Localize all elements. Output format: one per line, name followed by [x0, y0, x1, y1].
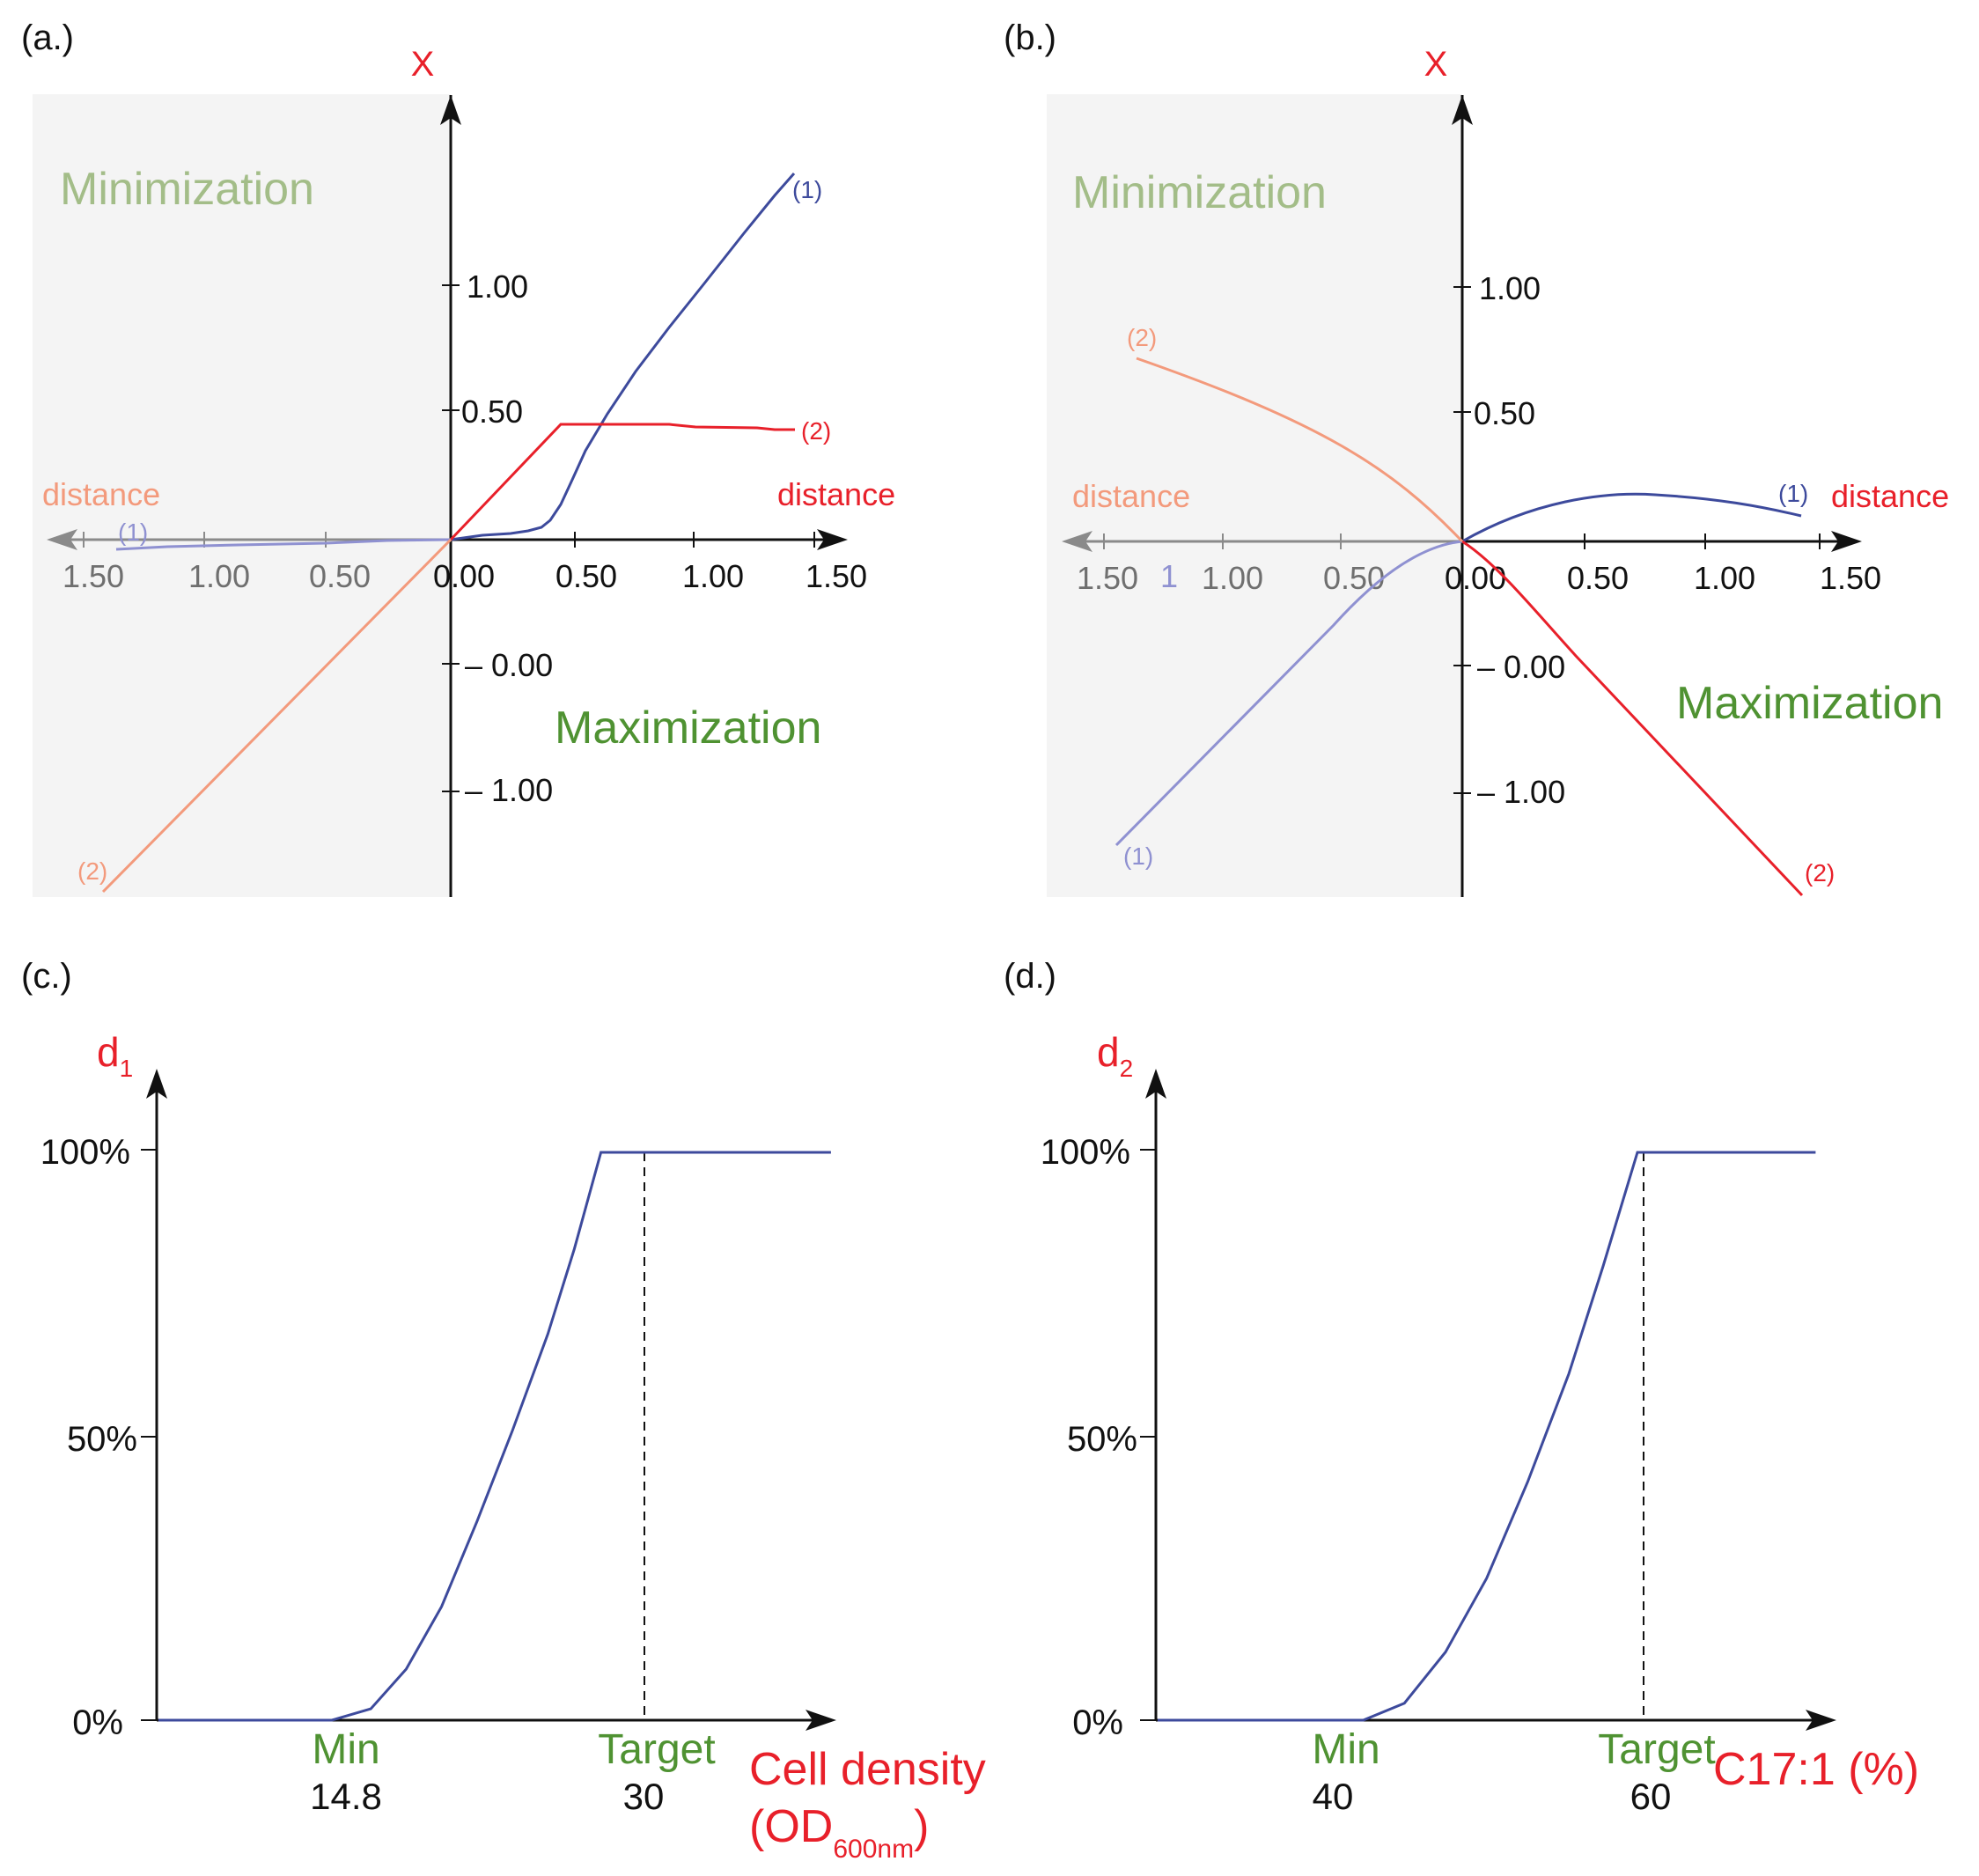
minimization-region — [1047, 94, 1462, 897]
series-1-right — [450, 173, 796, 541]
y-axis-arrow — [1145, 1069, 1166, 1099]
x-axis-right-arrow — [1831, 531, 1862, 552]
x-tick-label: 0.50 — [309, 558, 371, 594]
maximization-label: Maximization — [555, 703, 821, 754]
series-1-left — [1115, 540, 1463, 847]
series-2-left — [101, 538, 452, 894]
series-2-right — [449, 423, 795, 541]
stray-label: 1 — [1160, 558, 1178, 594]
series-2-left — [1136, 357, 1464, 543]
minimization-region — [33, 94, 451, 897]
x-tick-label: 1.50 — [1820, 560, 1881, 596]
y-tick-label: 100% — [40, 1133, 130, 1172]
x-tick-label: 0.50 — [1323, 560, 1385, 596]
y-tick-label: 0% — [1072, 1703, 1123, 1742]
panel-b: (b.) X Minimization Maximization distanc… — [1004, 18, 1949, 897]
y-tick-label: 1.00 — [1479, 270, 1541, 306]
x-tick-label: 1.00 — [188, 558, 250, 594]
x-axis-label-unit: (OD600nm) — [749, 1801, 929, 1864]
y-axis-arrow — [1452, 95, 1473, 125]
maximization-label: Maximization — [1676, 678, 1943, 729]
x-axis-right-arrow — [817, 529, 848, 550]
y-axis-label: X — [1424, 45, 1448, 84]
panel-label: (b.) — [1004, 18, 1056, 57]
panel-c: (c.) d1 100% 50% 0% Min 14.8 Target 30 C… — [21, 957, 986, 1864]
series-1-left — [115, 538, 452, 551]
x-axis-label: Cell density — [749, 1744, 986, 1795]
y-tick-label: 50% — [1067, 1420, 1137, 1459]
y-tick-label: 100% — [1041, 1133, 1130, 1172]
y-tick-label: – 0.00 — [1477, 649, 1565, 685]
distance-left-label: distance — [1072, 478, 1190, 514]
y-axis-arrow — [440, 95, 461, 125]
minimization-label: Minimization — [1072, 167, 1327, 218]
y-tick-label: 1.00 — [467, 269, 528, 305]
panel-label: (a.) — [21, 18, 74, 57]
y-tick-label: – 1.00 — [1477, 774, 1565, 810]
panel-label: (d.) — [1004, 957, 1056, 996]
series-label: (2) — [801, 417, 831, 445]
panel-label: (c.) — [21, 957, 72, 996]
y-tick-label: – 0.00 — [465, 647, 553, 683]
x-tick-label: 1.00 — [682, 558, 744, 594]
series-label: (2) — [1805, 859, 1835, 887]
distance-right-label: distance — [1831, 478, 1949, 514]
y-ticks — [141, 1149, 157, 1721]
y-axis-label: d2 — [1097, 1029, 1133, 1082]
x-ticks-left — [1103, 533, 1342, 549]
x-axis-arrow — [1806, 1710, 1836, 1731]
x-tick-label: 1.50 — [806, 558, 867, 594]
x-ticks-right — [450, 532, 815, 548]
x-axis-left-arrow — [1062, 531, 1092, 552]
y-ticks — [1140, 1149, 1156, 1721]
min-value: 40 — [1313, 1776, 1354, 1817]
y-axis-arrow — [146, 1069, 167, 1099]
min-label: Min — [312, 1726, 379, 1773]
y-tick-label: 50% — [67, 1420, 137, 1459]
series-label: (1) — [1123, 842, 1153, 870]
distance-left-label: distance — [42, 476, 160, 512]
series-2-right — [1461, 540, 1804, 897]
series-label: (1) — [118, 519, 148, 546]
x-axis-arrow — [806, 1710, 836, 1731]
x-tick-label: 0.50 — [555, 558, 617, 594]
series-label: (2) — [77, 857, 107, 885]
x-tick-label: 1.00 — [1694, 560, 1755, 596]
target-value: 30 — [623, 1776, 665, 1817]
series-label: (1) — [792, 176, 822, 203]
x-axis-label: C17:1 (%) — [1713, 1744, 1919, 1795]
series-label: (2) — [1127, 324, 1157, 351]
y-tick-label: 0.50 — [1474, 395, 1535, 431]
y-ticks — [442, 284, 460, 792]
desirability-curve — [158, 1151, 831, 1722]
distance-right-label: distance — [777, 476, 895, 512]
panel-d: (d.) d2 100% 50% 0% Min 40 Target 60 C17… — [1004, 957, 1919, 1817]
minimization-label: Minimization — [60, 164, 314, 215]
y-tick-label: 0% — [72, 1703, 123, 1742]
x-axis-left-arrow — [47, 529, 77, 550]
min-value: 14.8 — [310, 1776, 382, 1817]
x-tick-label: 1.00 — [1202, 560, 1263, 596]
series-1-right — [1461, 492, 1802, 543]
series-label: (1) — [1778, 480, 1808, 507]
x-tick-label: 1.50 — [63, 558, 124, 594]
y-axis-label: X — [411, 45, 435, 84]
x-tick-label: 0.50 — [1567, 560, 1629, 596]
y-tick-label: 0.50 — [461, 394, 523, 430]
x-tick-label: 0.00 — [1445, 560, 1506, 596]
y-axis-label: d1 — [97, 1029, 133, 1082]
min-label: Min — [1312, 1726, 1379, 1773]
target-label: Target — [1598, 1726, 1715, 1773]
panel-a: (a.) X Minimization Maximization distanc… — [21, 18, 895, 897]
target-label: Target — [598, 1726, 715, 1773]
x-tick-label: 0.00 — [433, 558, 495, 594]
desirability-curve — [1158, 1151, 1816, 1722]
y-tick-label: – 1.00 — [465, 772, 553, 808]
target-value: 60 — [1630, 1776, 1672, 1817]
x-tick-label: 1.50 — [1077, 560, 1138, 596]
y-ticks — [1453, 286, 1471, 794]
